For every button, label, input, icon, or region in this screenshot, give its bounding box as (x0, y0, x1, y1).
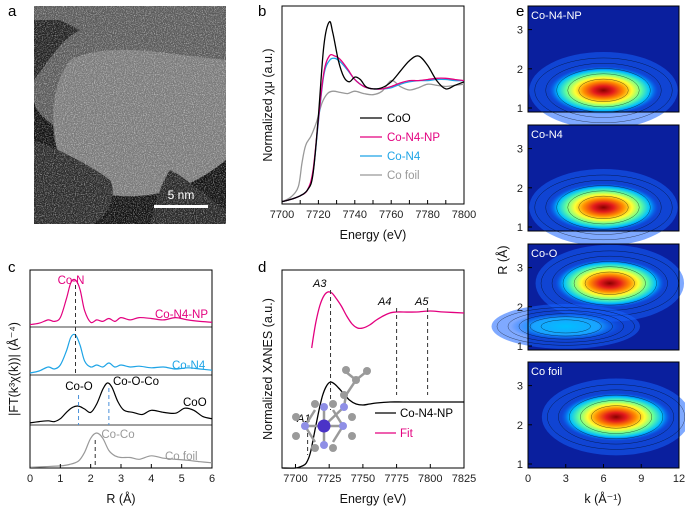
series-b-co-n4-np (282, 55, 464, 202)
tick-label-e: 1 (517, 341, 523, 353)
tick-label-e: 2 (517, 302, 523, 314)
tick-label-c: 1 (57, 473, 63, 485)
panel-d-xlabel: Energy (eV) (340, 492, 407, 506)
tick-label-e-x: 3 (563, 473, 569, 485)
annot-co-co: Co-Co (101, 429, 134, 441)
label-c-con4: Co-N4 (172, 360, 206, 372)
tick-label-e: 1 (517, 222, 523, 234)
scale-bar-label: 5 nm (168, 188, 195, 202)
heatmap-co-foil: Co foil 1 2 3 (517, 362, 685, 471)
molecule-structure (292, 366, 371, 452)
panel-c: 0 1 2 3 4 5 6 R (Å) |FT(k³χ(k))| (Å⁻⁴) Co-N Co… (6, 270, 215, 506)
tick-label-e: 3 (517, 144, 523, 156)
heatmap-title: Co-N4-NP (531, 10, 582, 22)
panel-b-xlabel: Energy (eV) (340, 228, 407, 242)
panel-c-xlabel: R (Å) (106, 491, 135, 506)
tick-label-d: 7725 (317, 473, 341, 485)
tick-label-c: 6 (209, 473, 215, 485)
tick-label-e: 1 (517, 103, 523, 115)
panel-e-ylabel: R (Å) (495, 245, 510, 274)
tick-label-e-x: 0 (525, 473, 531, 485)
panel-b: 7700 7720 7740 7760 7780 7800 Energy (eV) Nor… (261, 6, 476, 242)
tick-label-b: 7700 (270, 209, 294, 221)
tick-label-c: 3 (118, 473, 124, 485)
panel-label-c: c (8, 259, 16, 276)
legend-coo: CoO (387, 113, 411, 125)
panel-b-frame (282, 6, 464, 204)
tick-label-d: 7750 (351, 473, 375, 485)
tick-label-d: 7800 (418, 473, 442, 485)
panel-b-legend: CoO Co-N4-NP Co-N4 Co foil (360, 113, 440, 182)
heatmap-title: Co-N4 (531, 129, 563, 141)
tick-label-e-x: 6 (600, 473, 606, 485)
tick-label-b: 7760 (379, 209, 403, 221)
panel-label-b: b (258, 3, 266, 20)
panel-c-ylabel: |FT(k³χ(k))| (Å⁻⁴) (6, 322, 21, 416)
panel-d-frame (282, 270, 464, 468)
heatmap-title: Co foil (531, 366, 562, 378)
tick-label-c: 0 (27, 473, 33, 485)
legend-con4: Co-N4 (387, 151, 421, 163)
legend-d-con4np: Co-N4-NP (400, 408, 453, 420)
tick-label-b: 7720 (306, 209, 330, 221)
tick-label-b: 7800 (452, 209, 476, 221)
tick-label-e: 3 (517, 263, 523, 275)
panel-d-legend: Co-N4-NP Fit (375, 408, 453, 440)
panel-b-ylabel: Normalized χμ (a.u.) (261, 48, 275, 161)
legend-cofoil: Co foil (387, 170, 420, 182)
heatmap-title: Co-O (531, 248, 558, 260)
annot-co-n: Co-N (58, 275, 85, 287)
heatmap-co-o: Co-O 1 2 3 (492, 244, 685, 353)
legend-fit: Fit (400, 428, 414, 440)
panel-d-ylabel: Normalized XANES (a.u.) (261, 298, 275, 440)
tick-label-e: 3 (517, 381, 523, 393)
tick-label-e: 2 (517, 64, 523, 76)
annot-co-o: Co-O (65, 381, 93, 393)
feature-a3: A3 (312, 278, 327, 290)
heatmap-co-n4-np: Co-N4-NP 1 2 3 (517, 6, 679, 129)
stem-image (34, 6, 226, 224)
heatmap-co-n4: Co-N4 1 2 3 (517, 125, 679, 246)
label-c-con4np: Co-N4-NP (155, 309, 208, 321)
tick-label-c: 5 (179, 473, 185, 485)
tick-label-e: 3 (517, 25, 523, 37)
tick-label-d: 7775 (384, 473, 408, 485)
label-c-cofoil: Co foil (165, 451, 198, 463)
tick-label-e: 2 (517, 183, 523, 195)
tick-label-c: 4 (148, 473, 154, 485)
feature-a5: A5 (414, 296, 429, 308)
tick-label-e-x: 9 (638, 473, 644, 485)
label-c-coo: CoO (183, 397, 207, 409)
tick-label-b: 7740 (343, 209, 367, 221)
tick-label-e: 2 (517, 420, 523, 432)
tick-label-b: 7780 (415, 209, 439, 221)
legend-con4np: Co-N4-NP (387, 132, 440, 144)
tick-label-d: 7825 (452, 473, 476, 485)
panel-e-xlabel: k (Å⁻¹) (584, 491, 621, 506)
tick-label-e: 1 (517, 459, 523, 471)
annot-co-o-co: Co-O-Co (113, 376, 159, 388)
panel-label-e: e (516, 3, 524, 20)
tick-label-d: 7700 (283, 473, 307, 485)
panel-label-a: a (8, 3, 17, 20)
tick-label-e-x: 12 (673, 473, 685, 485)
panel-d: 7700 7725 7750 7775 7800 7825 Energy (eV) Nor… (261, 270, 476, 506)
panel-label-d: d (258, 259, 266, 276)
feature-a4: A4 (377, 296, 391, 308)
tick-label-c: 2 (88, 473, 94, 485)
